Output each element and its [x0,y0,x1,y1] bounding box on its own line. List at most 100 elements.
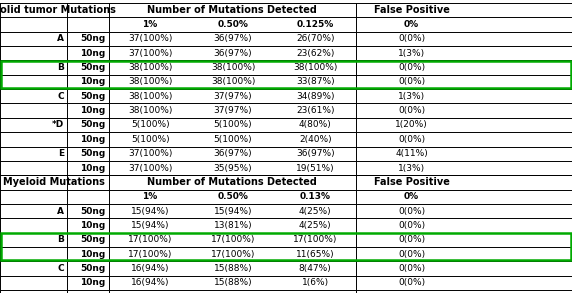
Text: 38(100%): 38(100%) [211,63,255,72]
Text: 0.125%: 0.125% [296,20,334,29]
Text: 37(100%): 37(100%) [128,34,172,43]
Text: 17(100%): 17(100%) [211,235,255,244]
Text: 10ng: 10ng [80,106,105,115]
Text: *D: *D [52,120,64,130]
Text: 4(25%): 4(25%) [299,221,332,230]
Text: 5(100%): 5(100%) [131,135,169,144]
Text: 23(61%): 23(61%) [296,106,335,115]
Text: 4(25%): 4(25%) [299,207,332,216]
Text: 0(0%): 0(0%) [398,34,425,43]
Text: 5(100%): 5(100%) [214,120,252,130]
Text: 0(0%): 0(0%) [398,278,425,287]
Text: 4(11%): 4(11%) [395,149,428,158]
Text: 38(100%): 38(100%) [293,63,337,72]
Text: 0(0%): 0(0%) [398,207,425,216]
Text: 0.13%: 0.13% [300,192,331,201]
Text: 36(97%): 36(97%) [296,149,335,158]
Text: Number of Mutations Detected: Number of Mutations Detected [148,5,317,15]
Text: 33(87%): 33(87%) [296,77,335,86]
Text: 0.50%: 0.50% [218,20,248,29]
Text: 5(100%): 5(100%) [214,135,252,144]
Text: 16(94%): 16(94%) [131,264,169,273]
Text: A: A [57,34,64,43]
Text: 0(0%): 0(0%) [398,264,425,273]
Text: 1(6%): 1(6%) [301,278,329,287]
Text: 15(94%): 15(94%) [214,207,252,216]
Text: 37(97%): 37(97%) [214,106,252,115]
Text: 10ng: 10ng [80,250,105,259]
Text: False Positive: False Positive [374,5,450,15]
Text: 1%: 1% [142,20,158,29]
Text: 50ng: 50ng [80,34,105,43]
Text: 1%: 1% [142,192,158,201]
Text: 1(20%): 1(20%) [395,120,428,130]
Text: 23(62%): 23(62%) [296,49,335,58]
Text: False Positive: False Positive [374,177,450,188]
Text: 4(80%): 4(80%) [299,120,332,130]
Text: 10ng: 10ng [80,221,105,230]
Text: 36(97%): 36(97%) [214,49,252,58]
Text: 50ng: 50ng [80,120,105,130]
Text: 10ng: 10ng [80,163,105,173]
Text: B: B [57,63,64,72]
Text: 38(100%): 38(100%) [128,106,172,115]
Text: 15(94%): 15(94%) [131,207,169,216]
Text: 38(100%): 38(100%) [128,77,172,86]
Text: A: A [57,207,64,216]
Text: 1(3%): 1(3%) [398,92,425,101]
Text: Solid tumor Mutations: Solid tumor Mutations [0,5,116,15]
Text: 11(65%): 11(65%) [296,250,335,259]
Text: 5(100%): 5(100%) [131,120,169,130]
Text: 50ng: 50ng [80,92,105,101]
Text: 2(40%): 2(40%) [299,135,332,144]
Text: 17(100%): 17(100%) [128,250,172,259]
Text: C: C [57,92,64,101]
Bar [1,233,571,260]
Text: 50ng: 50ng [80,149,105,158]
Bar [1,61,571,88]
Text: 50ng: 50ng [80,207,105,216]
Text: 10ng: 10ng [80,135,105,144]
Text: 0%: 0% [404,192,419,201]
Text: 0(0%): 0(0%) [398,221,425,230]
Text: 15(88%): 15(88%) [214,264,252,273]
Text: 0(0%): 0(0%) [398,77,425,86]
Text: Number of Mutations Detected: Number of Mutations Detected [148,177,317,188]
Text: 1(3%): 1(3%) [398,49,425,58]
Text: 0(0%): 0(0%) [398,235,425,244]
Text: 50ng: 50ng [80,63,105,72]
Text: 37(97%): 37(97%) [214,92,252,101]
Text: 16(94%): 16(94%) [131,278,169,287]
Text: 17(100%): 17(100%) [293,235,337,244]
Text: 0(0%): 0(0%) [398,250,425,259]
Text: 0(0%): 0(0%) [398,135,425,144]
Text: 50ng: 50ng [80,235,105,244]
Text: 15(88%): 15(88%) [214,278,252,287]
Text: B: B [57,235,64,244]
Text: 15(94%): 15(94%) [131,221,169,230]
Text: 38(100%): 38(100%) [128,63,172,72]
Text: 8(47%): 8(47%) [299,264,332,273]
Text: 1(3%): 1(3%) [398,163,425,173]
Text: 34(89%): 34(89%) [296,92,335,101]
Text: 37(100%): 37(100%) [128,163,172,173]
Text: 17(100%): 17(100%) [211,250,255,259]
Text: E: E [58,149,64,158]
Text: 36(97%): 36(97%) [214,149,252,158]
Text: 35(95%): 35(95%) [214,163,252,173]
Text: 10ng: 10ng [80,49,105,58]
Text: 10ng: 10ng [80,77,105,86]
Text: 36(97%): 36(97%) [214,34,252,43]
Text: 38(100%): 38(100%) [128,92,172,101]
Text: 38(100%): 38(100%) [211,77,255,86]
Text: 0%: 0% [404,20,419,29]
Text: 0(0%): 0(0%) [398,106,425,115]
Text: C: C [57,264,64,273]
Text: 17(100%): 17(100%) [128,235,172,244]
Text: 10ng: 10ng [80,278,105,287]
Text: Myeloid Mutations: Myeloid Mutations [3,177,105,188]
Text: 0.50%: 0.50% [218,192,248,201]
Text: 13(81%): 13(81%) [214,221,252,230]
Text: 37(100%): 37(100%) [128,149,172,158]
Text: 37(100%): 37(100%) [128,49,172,58]
